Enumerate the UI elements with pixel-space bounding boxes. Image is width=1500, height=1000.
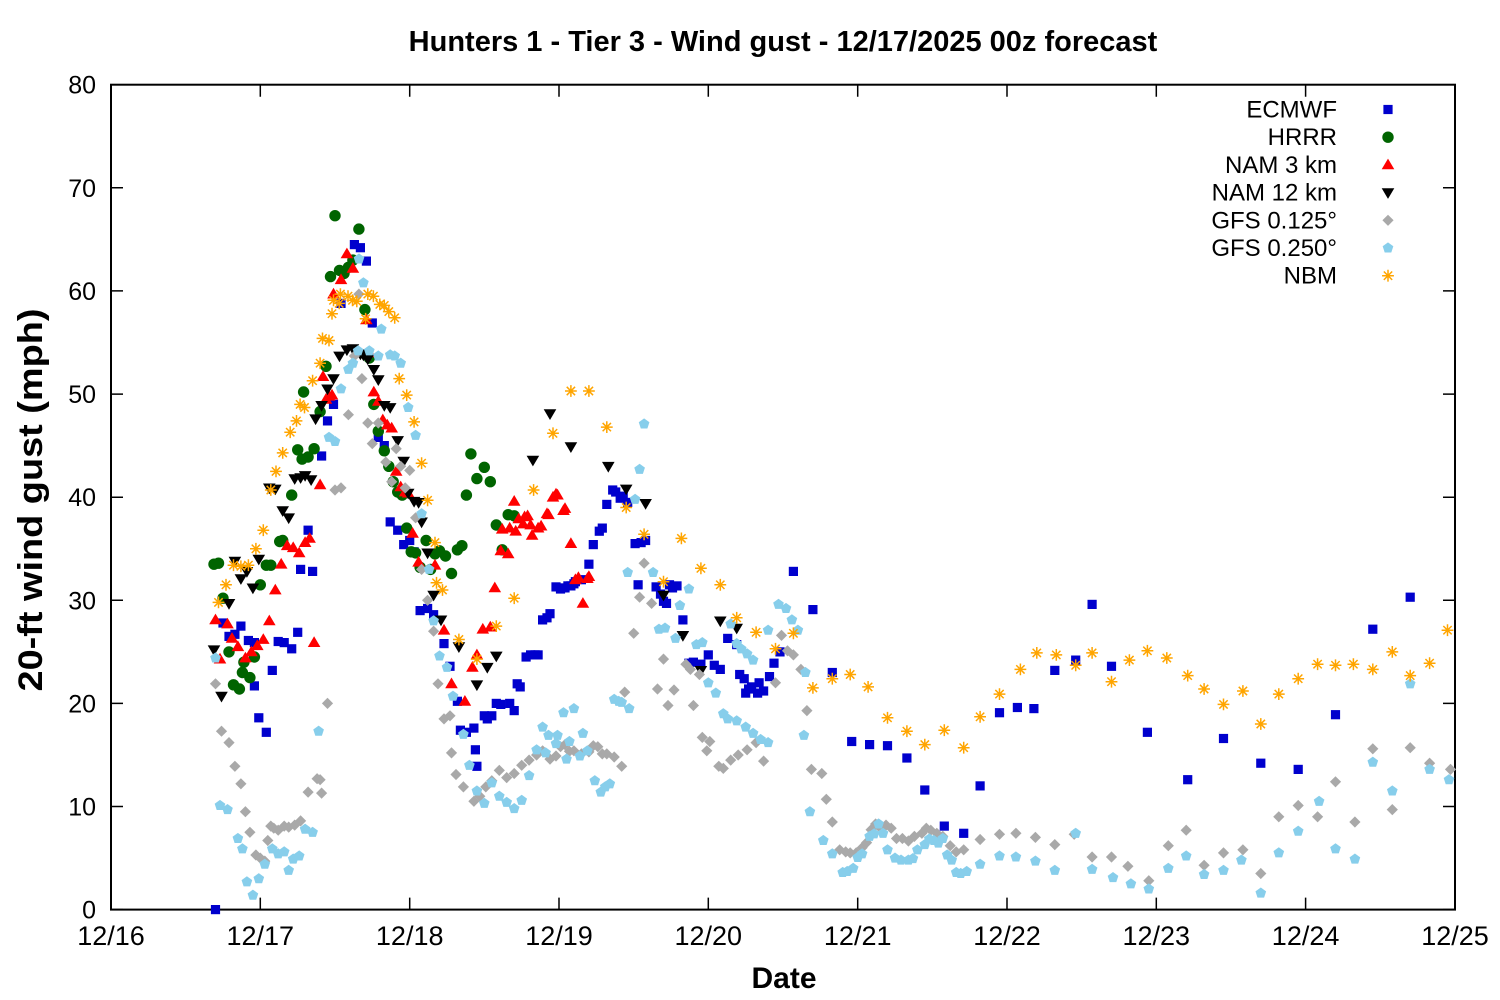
svg-text:20-ft wind gust (mph): 20-ft wind gust (mph): [12, 309, 50, 692]
svg-text:12/18: 12/18: [376, 921, 444, 951]
svg-text:70: 70: [68, 175, 96, 203]
svg-text:80: 80: [68, 72, 96, 100]
svg-text:60: 60: [68, 278, 96, 306]
svg-text:NAM 12 km: NAM 12 km: [1212, 180, 1337, 207]
svg-text:NAM 3 km: NAM 3 km: [1225, 152, 1337, 179]
svg-text:Date: Date: [751, 962, 816, 995]
svg-text:40: 40: [68, 484, 96, 512]
svg-text:12/25: 12/25: [1421, 921, 1489, 951]
svg-text:12/23: 12/23: [1123, 921, 1191, 951]
svg-text:50: 50: [68, 381, 96, 409]
svg-text:12/22: 12/22: [973, 921, 1041, 951]
svg-text:12/16: 12/16: [77, 921, 145, 951]
svg-text:GFS 0.250°: GFS 0.250°: [1211, 235, 1337, 262]
svg-text:12/20: 12/20: [675, 921, 743, 951]
svg-text:12/17: 12/17: [227, 921, 295, 951]
svg-text:Hunters 1 - Tier 3 - Wind gust: Hunters 1 - Tier 3 - Wind gust - 12/17/2…: [409, 26, 1158, 58]
svg-text:30: 30: [68, 587, 96, 615]
svg-text:GFS 0.125°: GFS 0.125°: [1211, 207, 1337, 234]
svg-text:HRRR: HRRR: [1268, 124, 1337, 151]
svg-text:12/19: 12/19: [525, 921, 593, 951]
svg-text:20: 20: [68, 690, 96, 718]
svg-text:ECMWF: ECMWF: [1246, 97, 1337, 124]
svg-text:12/24: 12/24: [1272, 921, 1340, 951]
svg-text:12/21: 12/21: [824, 921, 892, 951]
svg-text:10: 10: [68, 794, 96, 822]
svg-text:NBM: NBM: [1284, 263, 1337, 290]
svg-text:0: 0: [82, 897, 96, 925]
